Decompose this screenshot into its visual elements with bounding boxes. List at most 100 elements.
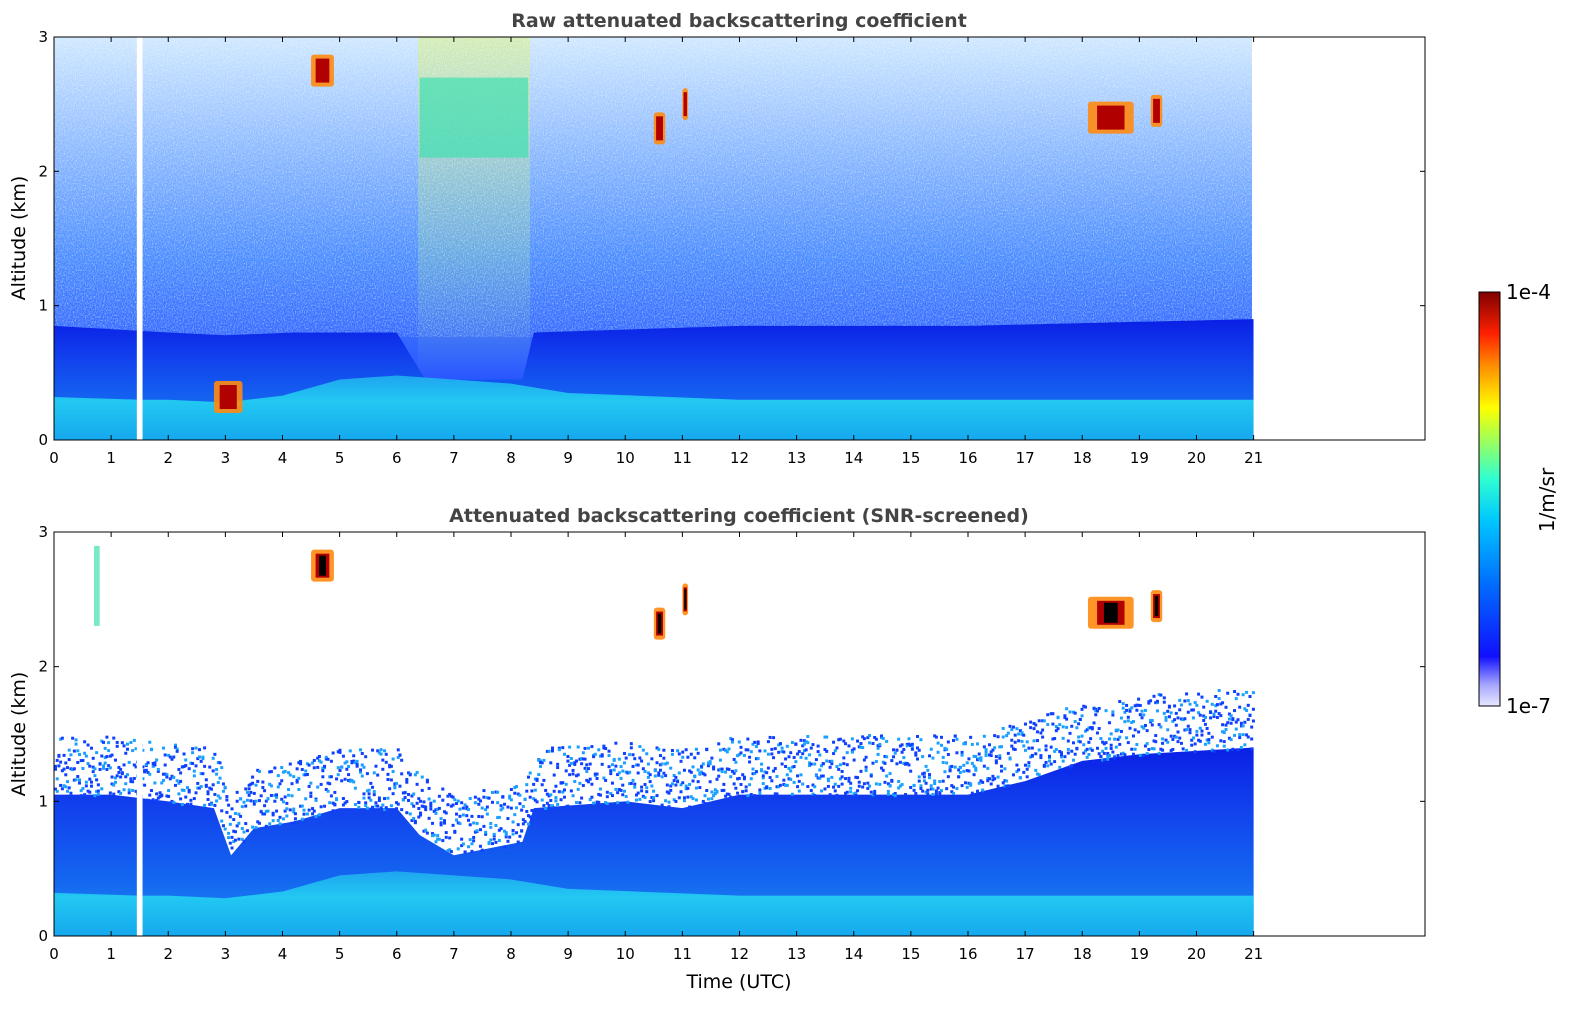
edge-speckle — [979, 756, 983, 760]
edge-speckle — [1212, 749, 1216, 753]
edge-speckle — [374, 804, 378, 808]
edge-speckle — [158, 795, 162, 799]
edge-speckle — [74, 778, 78, 782]
edge-speckle — [353, 786, 357, 790]
edge-speckle — [967, 757, 971, 761]
edge-speckle — [734, 786, 738, 790]
edge-speckle — [706, 797, 710, 801]
edge-speckle — [964, 781, 968, 785]
edge-speckle — [729, 737, 733, 741]
edge-speckle — [412, 804, 416, 808]
edge-speckle — [412, 816, 416, 820]
edge-speckle — [417, 807, 421, 811]
edge-speckle — [562, 752, 566, 756]
edge-speckle — [429, 801, 433, 805]
edge-speckle — [847, 744, 851, 748]
edge-speckle — [847, 779, 851, 783]
edge-speckle — [1222, 731, 1226, 735]
edge-speckle — [700, 770, 704, 774]
edge-speckle — [132, 763, 136, 767]
edge-speckle — [736, 791, 740, 795]
edge-speckle — [345, 760, 349, 764]
x-tick-label: 15 — [901, 945, 920, 963]
edge-speckle — [1073, 711, 1077, 715]
edge-speckle — [850, 737, 854, 741]
edge-speckle — [71, 768, 75, 772]
edge-speckle — [96, 792, 100, 796]
edge-speckle — [460, 837, 464, 841]
x-tick-label: 9 — [563, 945, 573, 963]
edge-speckle — [514, 785, 518, 789]
edge-speckle — [837, 738, 841, 742]
edge-speckle — [799, 755, 803, 759]
edge-speckle — [1150, 747, 1154, 751]
edge-speckle — [1231, 718, 1235, 722]
edge-speckle — [1195, 729, 1199, 733]
edge-speckle — [496, 816, 500, 820]
edge-speckle — [880, 736, 884, 740]
edge-speckle — [83, 740, 87, 744]
edge-speckle — [777, 743, 781, 747]
edge-speckle — [494, 790, 498, 794]
edge-speckle — [1152, 694, 1156, 698]
edge-speckle — [415, 782, 419, 786]
edge-speckle — [285, 814, 289, 818]
edge-speckle — [629, 742, 633, 746]
edge-speckle — [931, 792, 935, 796]
edge-speckle — [283, 795, 287, 799]
edge-speckle — [1181, 747, 1185, 751]
edge-speckle — [1022, 733, 1026, 737]
feature-saturated — [1103, 602, 1118, 623]
edge-speckle — [105, 735, 109, 739]
edge-speckle — [934, 789, 938, 793]
edge-speckle — [940, 735, 944, 739]
edge-speckle — [873, 792, 877, 796]
edge-speckle — [458, 814, 462, 818]
edge-speckle — [400, 758, 404, 762]
edge-speckle — [1121, 702, 1125, 706]
edge-speckle — [341, 754, 345, 758]
edge-speckle — [197, 755, 201, 759]
edge-speckle — [854, 791, 858, 795]
edge-speckle — [941, 755, 945, 759]
edge-speckle — [1070, 749, 1074, 753]
edge-speckle — [1071, 741, 1075, 745]
edge-speckle — [371, 805, 375, 809]
edge-speckle — [1154, 701, 1158, 705]
edge-speckle — [1049, 712, 1053, 716]
edge-speckle — [256, 768, 260, 772]
edge-speckle — [95, 778, 99, 782]
edge-speckle — [989, 750, 993, 754]
edge-speckle — [113, 776, 117, 780]
edge-speckle — [523, 820, 527, 824]
edge-speckle — [120, 772, 124, 776]
edge-speckle — [508, 835, 512, 839]
edge-speckle — [636, 763, 640, 767]
edge-speckle — [245, 798, 249, 802]
edge-speckle — [251, 781, 255, 785]
edge-speckle — [179, 771, 183, 775]
edge-speckle — [288, 808, 292, 812]
edge-speckle — [1123, 753, 1127, 757]
edge-speckle — [844, 777, 848, 781]
edge-speckle — [533, 777, 537, 781]
edge-speckle — [374, 764, 378, 768]
edge-speckle — [794, 760, 798, 764]
edge-speckle — [424, 805, 428, 809]
edge-speckle — [729, 795, 733, 799]
edge-speckle — [538, 761, 542, 765]
edge-speckle — [1107, 737, 1111, 741]
edge-speckle — [624, 770, 628, 774]
edge-speckle — [422, 829, 426, 833]
edge-speckle — [638, 745, 642, 749]
edge-speckle — [1018, 729, 1022, 733]
edge-speckle — [1140, 709, 1144, 713]
edge-speckle — [1143, 744, 1147, 748]
edge-speckle — [215, 772, 219, 776]
edge-speckle — [712, 767, 716, 771]
edge-speckle — [76, 749, 80, 753]
top-panel: Raw attenuated backscattering coefficien… — [8, 10, 1426, 467]
edge-speckle — [813, 762, 817, 766]
edge-speckle — [847, 776, 851, 780]
edge-speckle — [597, 792, 601, 796]
